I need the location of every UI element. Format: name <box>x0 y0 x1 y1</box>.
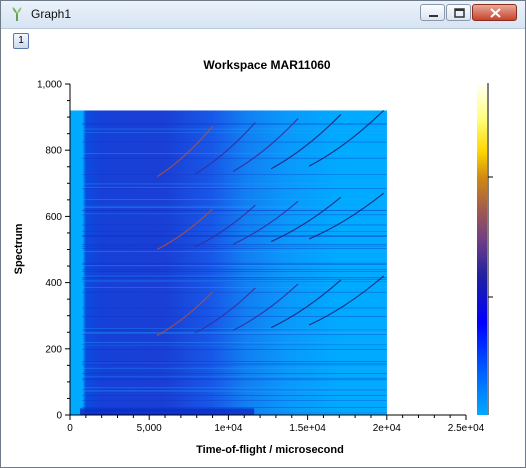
plot-axes: 0 5,000 1e+04 1.5e+04 2e+04 2.5e+04 0 200 400 600… <box>37 80 485 435</box>
plot-canvas[interactable]: 0 5,000 1e+04 1.5e+04 2e+04 2.5e+04 0 200 400 600… <box>7 29 519 461</box>
x-axis-title: Time-of-flight / microsecond <box>196 444 344 456</box>
diffraction-line <box>232 200 299 245</box>
colorbar-gradient <box>477 85 487 415</box>
x-tick-label: 2.5e+04 <box>448 423 485 434</box>
close-button[interactable] <box>472 4 517 21</box>
x-tick-label: 1.5e+04 <box>289 423 326 434</box>
diffraction-line <box>308 275 385 326</box>
colorbar <box>477 83 493 415</box>
graph-client-area: 1 Workspace MAR11060 <box>7 29 519 461</box>
axis-titles: Time-of-flight / microsecond Spectrum <box>13 223 344 456</box>
diffraction-line <box>156 208 213 251</box>
diffraction-line <box>308 110 385 167</box>
minimize-button[interactable] <box>420 4 445 21</box>
diffraction-line <box>270 114 342 170</box>
diffraction-line <box>270 196 342 243</box>
diffraction-line <box>156 291 213 337</box>
y-tick-label: 0 <box>56 411 62 422</box>
x-tick-label: 0 <box>67 423 73 434</box>
diffraction-line <box>194 204 256 248</box>
diffraction-line <box>156 125 214 178</box>
x-tick-label: 2e+04 <box>373 423 402 434</box>
diffraction-line <box>232 283 299 331</box>
heatmap-intensity <box>70 110 387 415</box>
mantid-app-icon <box>12 7 22 21</box>
window-title: Graph1 <box>31 7 72 21</box>
diffraction-line <box>194 287 256 334</box>
y-axis-title: Spectrum <box>13 223 25 274</box>
heatmap-image <box>70 110 387 415</box>
maximize-button[interactable] <box>446 4 471 21</box>
plot-title: Workspace MAR11060 <box>203 58 331 72</box>
diffraction-line <box>308 192 385 240</box>
y-tick-label: 600 <box>45 212 62 223</box>
y-tick-label: 200 <box>45 344 62 355</box>
x-tick-label: 5,000 <box>137 423 162 434</box>
low-spectrum-band <box>80 408 255 415</box>
layer-1-button[interactable]: 1 <box>13 33 29 49</box>
diffraction-line <box>194 121 256 175</box>
title-bar[interactable]: Graph1 <box>1 1 525 29</box>
maximize-icon <box>454 8 465 18</box>
diffraction-line <box>270 279 342 329</box>
y-tick-label: 400 <box>45 278 62 289</box>
diffraction-line <box>232 118 299 172</box>
y-tick-label: 800 <box>45 146 62 157</box>
close-icon <box>490 8 501 18</box>
minimize-icon <box>429 15 438 17</box>
y-tick-label: 1,000 <box>37 80 62 91</box>
x-tick-label: 1e+04 <box>214 423 243 434</box>
